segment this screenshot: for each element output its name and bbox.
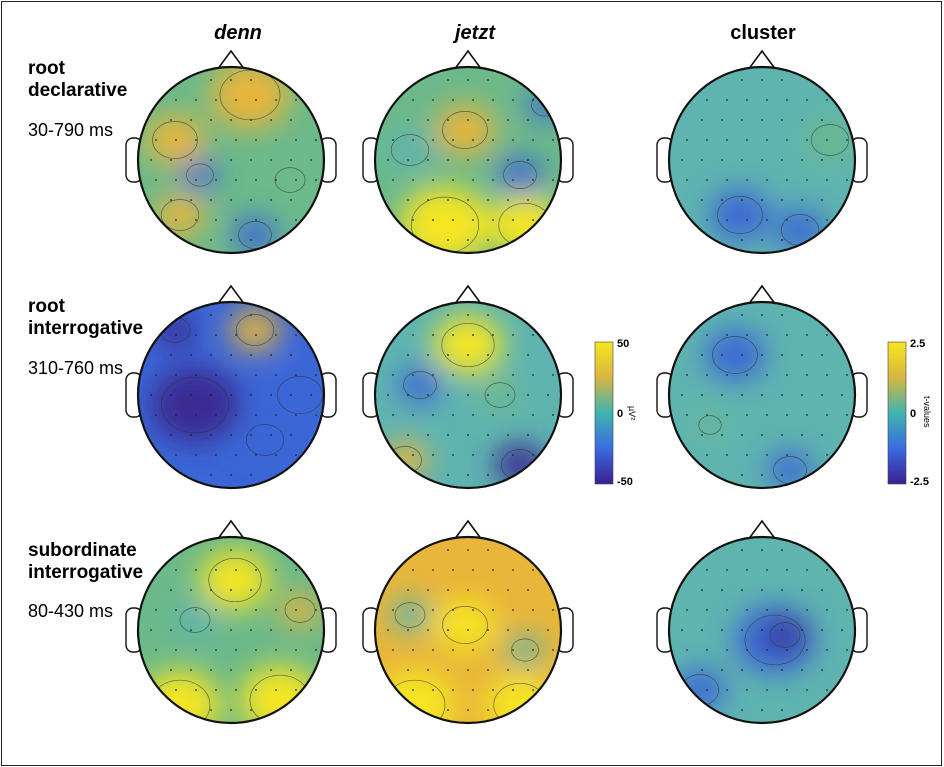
row-time-subordinate-interrogative: 80-430 ms [28, 601, 114, 621]
colorbar-t-min: -2.5 [910, 476, 929, 488]
nose-shape [216, 284, 246, 306]
scalp-map [362, 49, 574, 255]
colorbar-uv-unit: µV² [627, 406, 637, 421]
head-outline [373, 300, 563, 490]
head-outline [667, 535, 857, 725]
nose-shape [453, 284, 483, 306]
head-outline [136, 65, 326, 255]
nose-shape [216, 49, 246, 71]
colorbar-t-unit: t-values [922, 396, 932, 428]
scalp-map [362, 284, 574, 490]
scalp-map [362, 519, 574, 725]
head-outline [136, 300, 326, 490]
column-title-denn: denn [214, 22, 262, 44]
head-outline [373, 535, 563, 725]
head-outline [667, 65, 857, 255]
colorbar-uv-min: -50 [617, 476, 633, 488]
nose-shape [747, 49, 777, 71]
colorbar-t-mid: 0 [910, 408, 917, 420]
colorbar-uv-mid: 0 [617, 408, 624, 420]
column-title-jetzt: jetzt [455, 22, 495, 44]
scalp-map [656, 49, 868, 255]
colorbar-uv [594, 341, 614, 485]
nose-shape [453, 49, 483, 71]
scalp-map [125, 519, 337, 725]
scalp-map [125, 284, 337, 490]
colorbar-t [887, 341, 907, 485]
scalp-map [125, 49, 337, 255]
head-outline [373, 65, 563, 255]
row-time-root-interrogative: 310-760 ms [28, 358, 124, 378]
row-time-root-declarative: 30-790 ms [28, 120, 114, 140]
nose-shape [747, 284, 777, 306]
head-outline [136, 535, 326, 725]
head-outline [667, 300, 857, 490]
row-label-root-interrogative: root interrogative [28, 296, 144, 339]
nose-shape [747, 519, 777, 541]
row-label-subordinate-interrogative: subordinate interrogative [28, 540, 144, 583]
scalp-map [656, 284, 868, 490]
colorbar-t-max: 2.5 [910, 338, 926, 350]
nose-shape [216, 519, 246, 541]
column-title-cluster: cluster [730, 22, 796, 44]
row-label-root-declarative: root declarative [28, 58, 128, 101]
colorbar-uv-max: 50 [617, 338, 630, 350]
scalp-map [656, 519, 868, 725]
nose-shape [453, 519, 483, 541]
